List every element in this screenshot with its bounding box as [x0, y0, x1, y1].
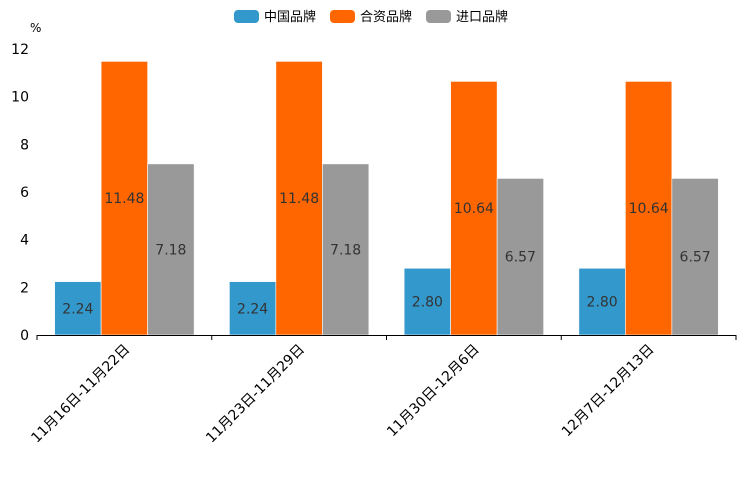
x-category-label-3: 11月30日-12月6日: [384, 342, 483, 441]
y-tick-label-5: 10: [11, 90, 29, 106]
data-label-2-1: 11.48: [104, 191, 144, 207]
y-tick-label-1: 2: [20, 280, 29, 296]
legend: 中国品牌 合资品牌 进口品牌: [234, 9, 508, 25]
data-label-3-2: 7.18: [330, 242, 361, 258]
bar-1-4: [578, 267, 626, 336]
legend-label-3: 进口品牌: [456, 9, 508, 25]
y-tick-label-4: 8: [20, 137, 29, 153]
data-label-3-1: 7.18: [155, 242, 186, 258]
data-label-3-3: 6.57: [505, 250, 536, 266]
y-axis-unit: %: [30, 21, 41, 35]
data-label-2-3: 10.64: [454, 201, 494, 217]
legend-swatch-2: [330, 10, 355, 23]
y-tick-label-3: 6: [20, 185, 29, 201]
x-category-label-2: 11月23日-11月29日: [203, 342, 308, 447]
bar-1-2: [229, 281, 277, 336]
bar-3-4: [671, 178, 719, 336]
legend-label-1: 中国品牌: [264, 9, 316, 25]
bar-3-1: [147, 163, 195, 336]
y-tick-label-0: 0: [20, 328, 29, 344]
data-label-1-2: 2.24: [237, 301, 268, 317]
y-tick-label-6: 12: [11, 42, 29, 58]
legend-label-2: 合资品牌: [360, 9, 412, 25]
data-label-1-4: 2.80: [587, 295, 618, 311]
legend-swatch-1: [234, 10, 259, 23]
x-category-label-4: 12月7日-12月13日: [559, 342, 658, 441]
data-label-2-2: 11.48: [279, 191, 319, 207]
data-label-2-4: 10.64: [629, 201, 669, 217]
legend-swatch-3: [426, 10, 451, 23]
x-axis: 11月16日-11月22日 11月23日-11月29日 11月30日-12月6日 12…: [28, 335, 737, 447]
y-tick-label-2: 4: [20, 233, 29, 249]
bar-2-3: [450, 81, 498, 336]
data-label-1-1: 2.24: [62, 301, 93, 317]
bar-3-2: [322, 163, 370, 336]
data-label-3-4: 6.57: [680, 250, 711, 266]
x-category-label-1: 11月16日-11月22日: [28, 342, 133, 447]
bars: 2.24 11.48 7.18 2.24 11.48 7.18 2.80 10.64 6.57 2…: [54, 61, 719, 336]
y-axis: % 0 2 4 6 8 10 12: [11, 21, 41, 344]
bar-1-1: [54, 281, 102, 336]
bar-2-1: [100, 61, 148, 336]
bar-2-2: [275, 61, 323, 336]
data-label-1-3: 2.80: [412, 295, 443, 311]
